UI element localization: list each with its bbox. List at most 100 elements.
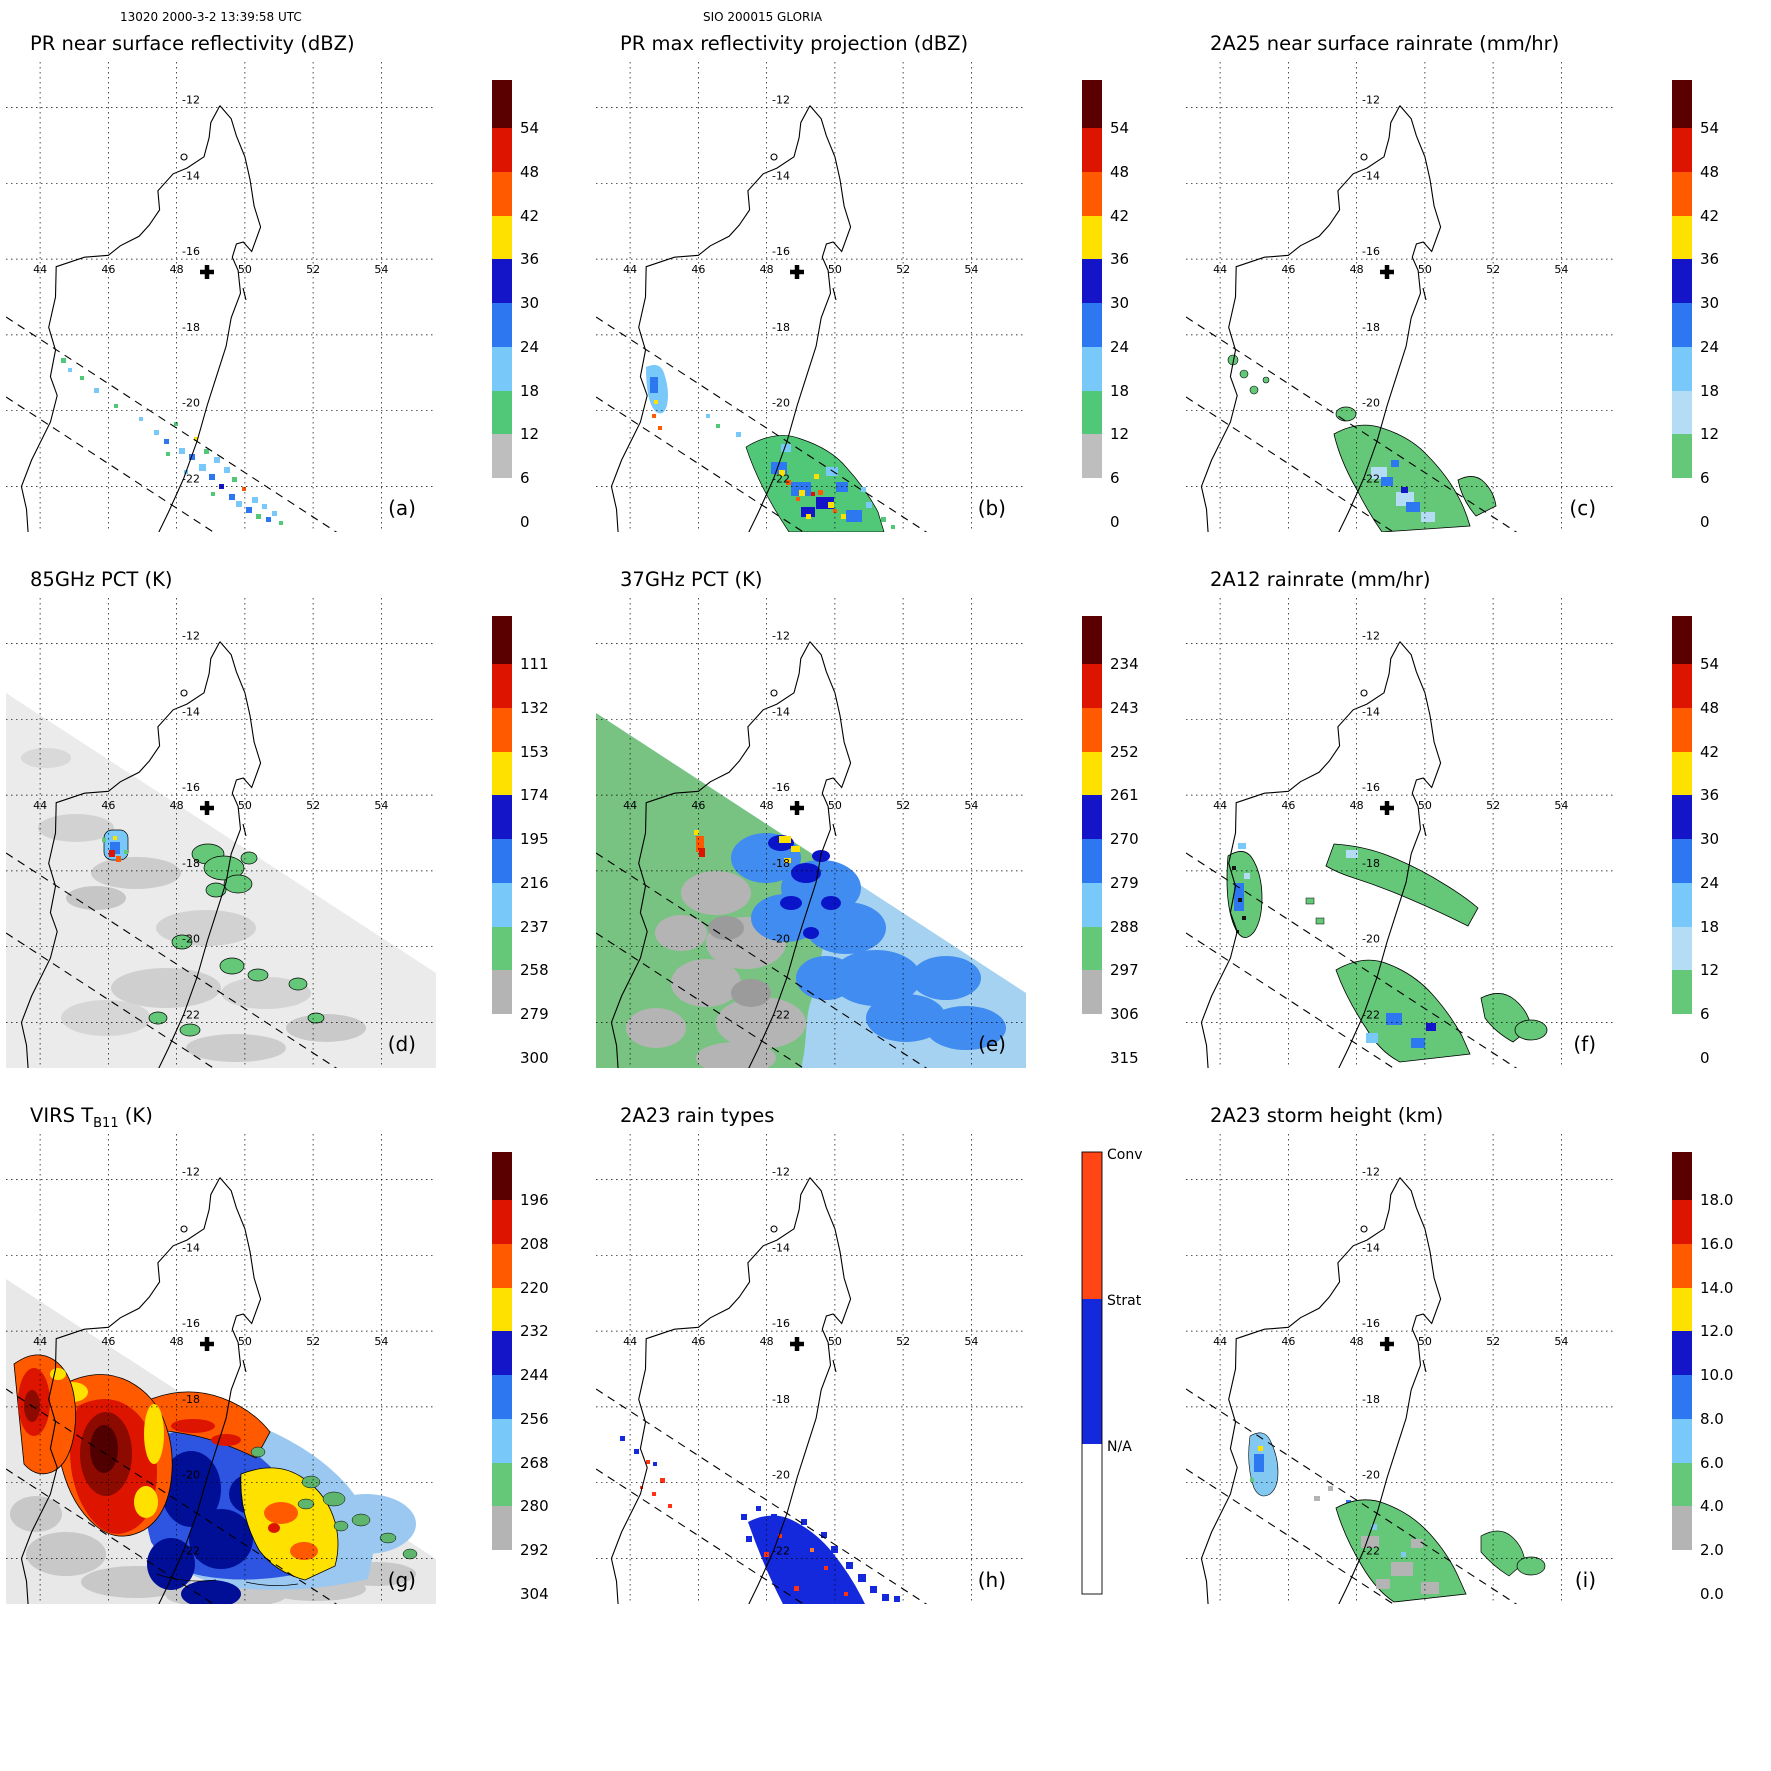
cbar-tick: 12 <box>1700 961 1719 979</box>
colorbar-ticks: 18.0 16.0 14.0 12.0 10.0 8.0 6.0 4.0 2.0… <box>1700 1191 1733 1603</box>
panel-h: 2A23 rain types <box>590 1104 1180 1604</box>
panel-letter: (d) <box>388 1032 416 1056</box>
panel-a-title: PR near surface reflectivity (dBZ) <box>30 32 355 55</box>
panel-a: PR near surface reflectivity (dBZ) <box>0 32 590 532</box>
colorbar-f: 54 48 42 36 30 24 18 12 6 0 <box>1672 616 1719 1067</box>
panel-g-data-field <box>6 1279 436 1604</box>
cbar-tick: 54 <box>520 119 539 137</box>
cbar-label-stratiform: Strat <box>1107 1293 1142 1309</box>
cbar-tick: 18.0 <box>1700 1191 1733 1209</box>
map-g: (g) <box>6 1134 436 1604</box>
panel-d-title: 85GHz PCT (K) <box>30 568 173 591</box>
panel-h-title: 2A23 rain types <box>620 1104 775 1127</box>
cbar-tick: 24 <box>1700 874 1719 892</box>
panel-c-title: 2A25 near surface rainrate (mm/hr) <box>1210 32 1560 55</box>
title-subscript: B11 <box>93 1115 119 1131</box>
map-e: (e) <box>596 598 1026 1068</box>
colorbar-g: 196 208 220 232 244 256 268 280 292 304 <box>492 1152 549 1603</box>
colorbar-ticks: 111 132 153 174 195 216 237 258 279 300 <box>520 655 549 1067</box>
colorbar-segments <box>492 80 512 522</box>
cbar-tick: 18 <box>1700 382 1719 400</box>
cbar-tick: 4.0 <box>1700 1497 1724 1515</box>
map-f: (f) <box>1186 598 1616 1068</box>
panel-letter: (g) <box>388 1568 416 1592</box>
cbar-tick: 111 <box>520 655 549 673</box>
cbar-tick: 24 <box>520 338 539 356</box>
cbar-tick: 232 <box>520 1322 549 1340</box>
panel-letter: (i) <box>1575 1568 1596 1592</box>
panel-f: 2A12 rainrate (mm/hr) <box>1180 568 1770 1068</box>
panel-letter: (e) <box>978 1032 1006 1056</box>
map-h: (h) <box>596 1134 1026 1604</box>
cbar-tick: 54 <box>1700 119 1719 137</box>
cbar-tick: 36 <box>1700 250 1719 268</box>
cbar-tick: 12 <box>1700 425 1719 443</box>
cbar-tick: 30 <box>520 294 539 312</box>
cbar-tick: 292 <box>520 1541 549 1559</box>
cbar-tick: 48 <box>1700 699 1719 717</box>
cbar-tick: 36 <box>520 250 539 268</box>
cbar-tick: 174 <box>520 786 549 804</box>
cbar-tick: 132 <box>520 699 549 717</box>
colorbar-h: Conv Strat N/A <box>1081 1147 1143 1595</box>
colorbar-ticks: 54 48 42 36 30 24 18 12 6 0 <box>1700 655 1719 1067</box>
colorbar-segments <box>1082 80 1102 522</box>
cbar-tick: 306 <box>1110 1005 1139 1023</box>
colorbar-segments <box>1672 1152 1692 1594</box>
cbar-label-na: N/A <box>1107 1439 1132 1455</box>
cbar-tick: 6 <box>520 469 530 487</box>
panel-letter: (b) <box>978 496 1006 520</box>
colorbar-ticks: 196 208 220 232 244 256 268 280 292 304 <box>520 1191 549 1603</box>
panel-i: 2A23 storm height (km) <box>1180 1104 1770 1604</box>
cbar-tick: 30 <box>1700 294 1719 312</box>
colorbar-segments <box>492 1152 512 1594</box>
cbar-tick: 268 <box>520 1454 549 1472</box>
cbar-tick: 18 <box>1700 918 1719 936</box>
cbar-tick: 48 <box>1110 163 1129 181</box>
colorbar-ticks: 54 48 42 36 30 24 18 12 6 0 <box>1700 119 1719 531</box>
panel-h-data-field <box>620 1436 900 1604</box>
panel-letter: (a) <box>388 496 416 520</box>
map-a: (a) <box>6 62 436 532</box>
map-c: (c) <box>1186 62 1616 532</box>
title-text: (K) <box>118 1104 153 1127</box>
colorbar-e: 234 243 252 261 270 279 288 297 306 315 <box>1082 616 1139 1067</box>
cbar-tick: 54 <box>1700 655 1719 673</box>
cbar-tick: 153 <box>520 743 549 761</box>
header-orbit-time: 13020 2000-3-2 13:39:58 UTC <box>120 10 302 24</box>
cbar-tick: 279 <box>520 1005 549 1023</box>
panel-i-data-field <box>1248 1432 1546 1603</box>
cbar-tick: 244 <box>520 1366 549 1384</box>
cbar-tick: 258 <box>520 961 549 979</box>
panel-c-data-field <box>1227 354 1497 532</box>
cbar-tick: 48 <box>1700 163 1719 181</box>
panel-b-data-field <box>646 365 895 532</box>
cbar-tick: 36 <box>1110 250 1129 268</box>
panel-f-data-field <box>1226 843 1548 1063</box>
colorbar-b: 54 48 42 36 30 24 18 12 6 0 <box>1082 80 1129 531</box>
cbar-tick: 42 <box>520 207 539 225</box>
cbar-tick: 12.0 <box>1700 1322 1733 1340</box>
cbar-tick: 18 <box>520 382 539 400</box>
cbar-tick: 48 <box>520 163 539 181</box>
panel-c: 2A25 near surface rainrate (mm/hr) <box>1180 32 1770 532</box>
colorbar-c: 54 48 42 36 30 24 18 12 6 0 <box>1672 80 1719 531</box>
cbar-tick: 6 <box>1700 1005 1710 1023</box>
cbar-tick: 24 <box>1700 338 1719 356</box>
colorbar-category-labels: Conv Strat N/A <box>1107 1147 1143 1455</box>
title-text: VIRS T <box>30 1104 94 1127</box>
colorbar-ticks: 54 48 42 36 30 24 18 12 6 0 <box>1110 119 1129 531</box>
cbar-tick: 6 <box>1700 469 1710 487</box>
cbar-label-convective: Conv <box>1107 1147 1143 1163</box>
cbar-tick: 6.0 <box>1700 1454 1724 1472</box>
cbar-tick: 261 <box>1110 786 1139 804</box>
cbar-tick: 243 <box>1110 699 1139 717</box>
panel-grid: PR near surface reflectivity (dBZ) <box>0 32 1770 1604</box>
cbar-tick: 6 <box>1110 469 1120 487</box>
panel-i-title: 2A23 storm height (km) <box>1210 1104 1444 1127</box>
cbar-tick: 54 <box>1110 119 1129 137</box>
cbar-tick: 300 <box>520 1049 549 1067</box>
cbar-tick: 234 <box>1110 655 1139 673</box>
cbar-tick: 30 <box>1700 830 1719 848</box>
cbar-tick: 216 <box>520 874 549 892</box>
